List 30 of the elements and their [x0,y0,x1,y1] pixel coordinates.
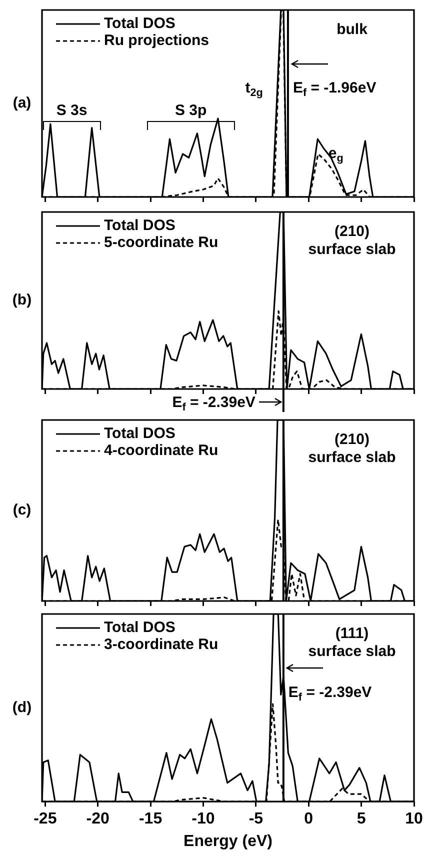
annotation: (210) [334,431,370,448]
legend-label: 3-coordinate Ru [104,636,218,654]
annotation: bulk [336,21,368,38]
annotation: surface slab [308,643,396,660]
legend-label: Total DOS [104,619,176,636]
x-tick-label: 5 [356,810,366,828]
y-axis-title: (b) [12,292,32,309]
legend-label: Total DOS [104,217,176,234]
annotation: (210) [334,223,370,240]
legend-label: Total DOS [104,425,176,442]
y-axis-title: (d) [12,698,32,716]
legend-label: Total DOS [104,15,176,32]
annotation: S 3s [56,102,88,120]
annotation: (111) [335,625,369,642]
x-tick-label: 0 [304,810,314,828]
y-axis-title: (a) [12,94,32,112]
x-tick-label: -25 [34,810,57,828]
x-tick-label: -15 [138,810,162,828]
annotation: surface slab [308,449,396,466]
legend-label: 4-coordinate Ru [104,442,218,460]
x-tick-label: 10 [405,810,423,828]
legend-label: 5-coordinate Ru [104,234,218,252]
annotation: S 3p [174,102,207,120]
y-axis-title: (c) [12,502,32,519]
x-axis-title: Energy (eV) [184,832,272,850]
legend-label: Ru projections [104,32,210,50]
x-tick-label: -20 [86,810,110,828]
annotation: surface slab [308,241,396,258]
x-tick-label: -5 [248,810,264,828]
x-tick-label: -10 [192,810,215,828]
